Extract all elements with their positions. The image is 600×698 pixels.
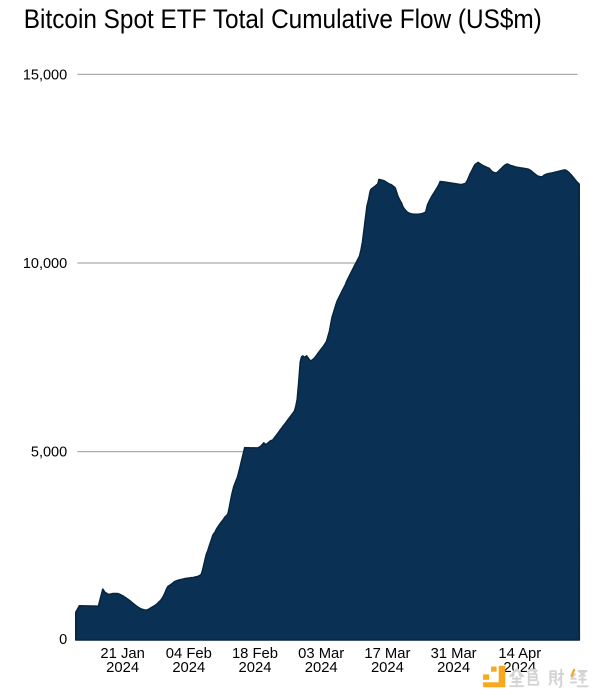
svg-text:5,000: 5,000	[31, 445, 67, 461]
svg-text:2024: 2024	[305, 660, 338, 676]
svg-text:18 Feb: 18 Feb	[232, 646, 278, 662]
svg-text:2024: 2024	[172, 660, 205, 676]
svg-text:15,000: 15,000	[23, 67, 67, 83]
svg-text:14 Apr: 14 Apr	[498, 646, 541, 662]
svg-text:Bitcoin Spot ETF Total Cumulat: Bitcoin Spot ETF Total Cumulative Flow (…	[24, 4, 542, 34]
svg-text:21 Jan: 21 Jan	[100, 646, 144, 662]
svg-text:17 Mar: 17 Mar	[364, 646, 410, 662]
svg-text:03 Mar: 03 Mar	[298, 646, 344, 662]
svg-text:2024: 2024	[371, 660, 404, 676]
svg-text:04 Feb: 04 Feb	[166, 646, 212, 662]
svg-text:0: 0	[59, 632, 67, 648]
svg-text:2024: 2024	[437, 660, 470, 676]
svg-text:2024: 2024	[106, 660, 139, 676]
svg-text:2024: 2024	[239, 660, 272, 676]
svg-text:31 Mar: 31 Mar	[431, 646, 477, 662]
svg-text:10,000: 10,000	[23, 256, 67, 272]
